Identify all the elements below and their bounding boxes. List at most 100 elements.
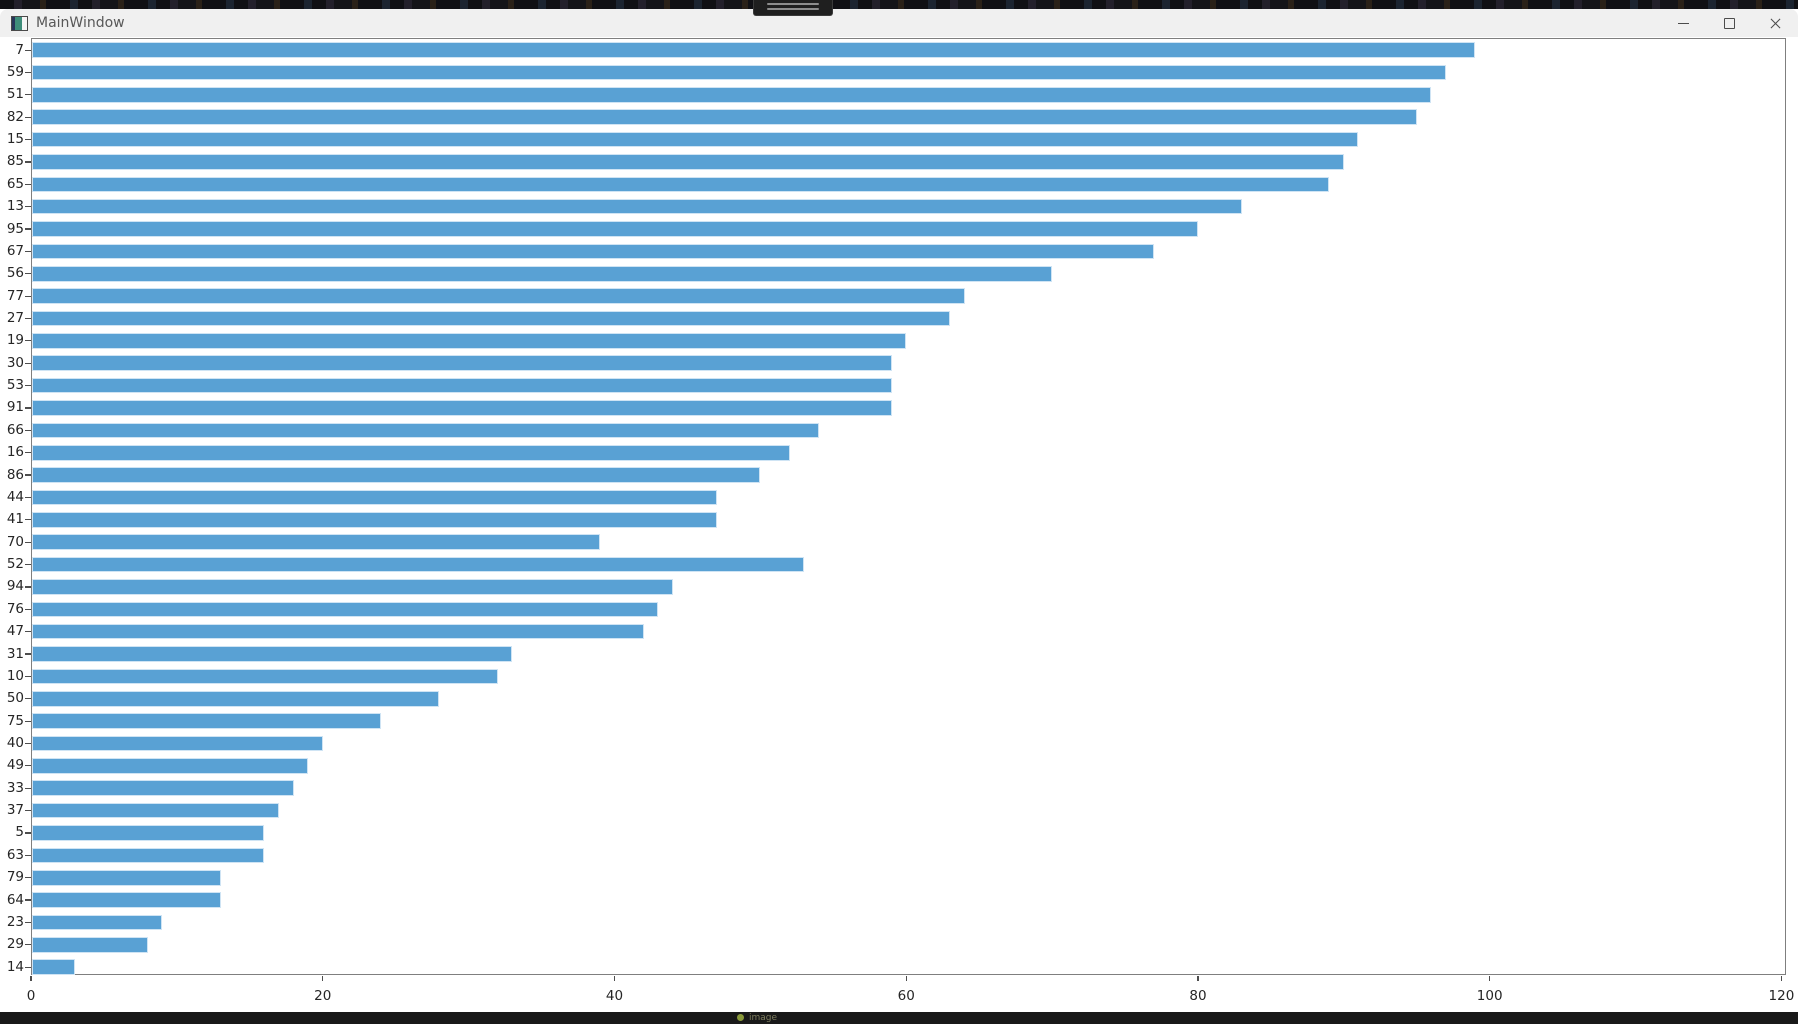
chart-plot-area — [31, 38, 1786, 975]
handle-line-icon — [767, 8, 819, 10]
x-tick-label: 100 — [1476, 988, 1503, 1004]
bar — [32, 623, 644, 640]
y-tick-label: 37 — [6, 802, 24, 819]
bar — [32, 512, 717, 528]
bar — [32, 489, 717, 506]
bar — [32, 937, 148, 953]
y-axis-tick — [25, 94, 31, 96]
y-axis-tick — [25, 854, 31, 856]
x-axis-tick — [322, 976, 324, 981]
y-tick-label: 15 — [6, 131, 24, 148]
y-tick-label: 16 — [6, 444, 24, 461]
y-axis-tick — [25, 675, 31, 677]
bar — [32, 668, 498, 685]
y-axis-tick — [25, 474, 31, 476]
window-controls — [1660, 9, 1798, 37]
background-app-strip — [0, 0, 1798, 9]
x-tick-label: 60 — [897, 988, 915, 1004]
window-titlebar[interactable]: MainWindow — [0, 9, 1798, 37]
y-axis-tick — [25, 810, 31, 812]
x-axis-tick — [30, 976, 32, 981]
close-button[interactable] — [1752, 9, 1798, 37]
y-tick-label: 29 — [6, 936, 24, 953]
y-tick-label: 19 — [6, 332, 24, 349]
y-tick-label: 50 — [6, 690, 24, 707]
x-axis-tick — [1197, 976, 1199, 981]
taskbar-indicator-label: image — [749, 1013, 778, 1023]
y-axis-tick — [25, 429, 31, 431]
y-axis-tick — [25, 944, 31, 946]
bar — [32, 690, 440, 707]
bar — [32, 42, 1476, 58]
y-axis-tick — [25, 71, 31, 74]
y-axis-tick — [25, 921, 31, 924]
y-axis-tick — [25, 899, 31, 901]
y-axis-tick — [25, 340, 31, 342]
y-tick-label: 82 — [6, 108, 24, 125]
bar — [32, 780, 294, 797]
bar — [32, 87, 1432, 103]
background-taskbar-strip — [0, 1012, 1798, 1024]
bar — [32, 310, 950, 327]
y-tick-label: 23 — [6, 913, 24, 930]
y-tick-label: 31 — [6, 645, 24, 662]
bar — [32, 377, 892, 394]
y-tick-label: 13 — [6, 198, 24, 215]
y-tick-label: 5 — [15, 824, 24, 841]
bar — [32, 758, 309, 774]
y-axis-tick — [25, 49, 31, 51]
screen-share-drag-handle[interactable] — [753, 0, 833, 16]
y-tick-label: 30 — [6, 354, 24, 371]
y-axis-tick — [25, 586, 31, 588]
bar — [32, 802, 279, 819]
y-tick-label: 53 — [6, 377, 24, 394]
x-axis-tick — [1489, 976, 1491, 981]
bar — [32, 64, 1446, 81]
y-axis-tick — [25, 519, 31, 521]
y-axis-tick — [25, 407, 31, 409]
y-tick-label: 66 — [6, 421, 24, 438]
y-axis-tick — [25, 698, 31, 700]
bar — [32, 914, 163, 931]
y-axis-tick — [25, 452, 31, 454]
y-tick-label: 70 — [6, 533, 24, 550]
y-tick-label: 41 — [6, 511, 24, 528]
y-axis-tick — [25, 653, 31, 655]
y-tick-label: 75 — [6, 712, 24, 729]
y-axis-tick — [25, 608, 31, 610]
y-tick-label: 56 — [6, 265, 24, 282]
x-axis-tick — [1780, 976, 1783, 981]
bar — [32, 869, 221, 886]
y-tick-label: 95 — [6, 220, 24, 237]
x-tick-label: 40 — [605, 988, 624, 1004]
y-tick-label: 67 — [6, 242, 24, 259]
y-tick-label: 79 — [6, 869, 24, 886]
bar — [32, 288, 965, 304]
bar — [32, 265, 1053, 282]
x-tick-label: 0 — [26, 988, 36, 1004]
y-tick-label: 65 — [6, 175, 24, 192]
y-tick-label: 86 — [6, 466, 24, 483]
y-axis-tick — [25, 161, 31, 163]
y-tick-label: 52 — [6, 556, 24, 573]
y-tick-label: 63 — [6, 846, 24, 863]
app-icon — [11, 15, 28, 31]
bar — [32, 579, 673, 595]
y-tick-label: 91 — [6, 399, 24, 416]
maximize-button[interactable] — [1706, 9, 1752, 37]
y-axis-tick — [25, 765, 31, 767]
y-axis-tick — [25, 496, 31, 499]
bar — [32, 131, 1359, 148]
bar — [32, 198, 1242, 215]
y-axis-tick — [25, 317, 31, 320]
y-axis-tick — [25, 183, 31, 185]
y-tick-label: 47 — [6, 623, 24, 640]
x-tick-label: 20 — [314, 988, 332, 1004]
maximize-icon — [1723, 17, 1735, 29]
minimize-button[interactable] — [1660, 9, 1706, 37]
y-axis-tick — [25, 631, 31, 633]
y-tick-label: 94 — [6, 578, 24, 595]
y-axis-tick — [25, 787, 31, 789]
bar — [32, 646, 513, 662]
y-axis-tick — [25, 877, 31, 879]
